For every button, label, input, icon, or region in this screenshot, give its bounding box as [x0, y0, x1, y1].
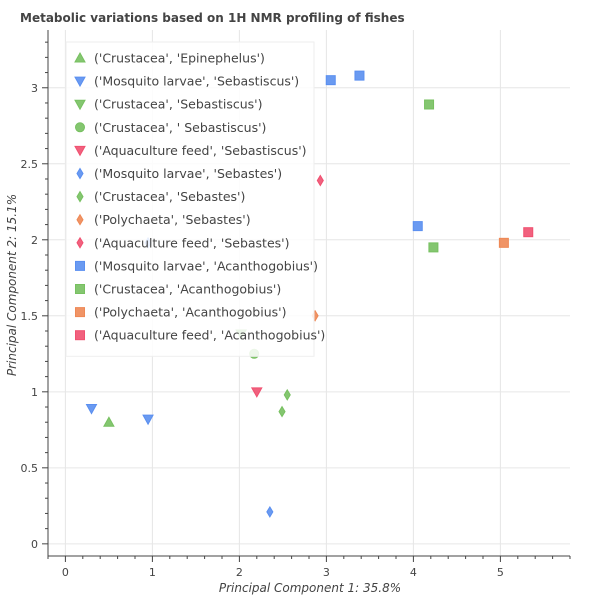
data-point [412, 221, 423, 232]
legend-marker [75, 307, 85, 318]
legend-marker [74, 99, 86, 111]
data-point [354, 70, 365, 81]
data-point [278, 405, 286, 418]
legend-label: ('Mosquito larvae', 'Sebastes') [94, 166, 282, 181]
legend-marker [76, 213, 84, 226]
legend-label: ('Mosquito larvae', 'Sebastiscus') [94, 74, 299, 89]
x-axis-label: Principal Component 1: 35.8% [219, 581, 401, 595]
data-point [428, 242, 439, 253]
legend-marker [75, 330, 85, 341]
legend-label: ('Aquaculture feed', 'Sebastiscus') [94, 143, 307, 158]
y-tick-label: 0 [31, 538, 38, 551]
legend-label: ('Polychaeta', 'Sebastes') [94, 212, 251, 227]
axes: 0 1 2 3 4 5 0 0.5 1 1.5 2 2.5 3 [21, 30, 571, 579]
legend-label: ('Crustacea', 'Epinephelus') [94, 51, 265, 66]
data-point [316, 174, 324, 187]
data-point [523, 227, 534, 238]
legend-label: ('Crustacea', ' Sebastiscus') [94, 120, 266, 135]
x-tick-label: 4 [410, 566, 417, 579]
y-tick-label: 3 [31, 82, 38, 95]
data-point [250, 387, 263, 398]
x-tick-label: 0 [62, 566, 69, 579]
legend-marker [74, 76, 86, 88]
y-axis-label: Principal Component 2: 15.1% [5, 194, 19, 376]
x-tick-label: 5 [497, 566, 504, 579]
data-point [85, 404, 98, 415]
y-tick-label: 1.5 [21, 310, 39, 323]
legend-box [65, 41, 315, 357]
legend-marker [76, 236, 84, 249]
legend-label: ('Crustacea', 'Sebastes') [94, 189, 245, 204]
legend-label: ('Mosquito larvae', 'Acanthogobius') [94, 258, 318, 273]
data-point [283, 388, 291, 401]
y-tick-label: 2 [31, 234, 38, 247]
legend-marker [75, 284, 85, 294]
legend-marker [75, 122, 85, 133]
legend-label: ('Aquaculture feed', 'Acanthogobius') [94, 328, 325, 343]
x-tick-label: 3 [323, 566, 330, 579]
legend-marker [76, 190, 84, 203]
data-point [424, 99, 435, 110]
data-point [103, 416, 115, 427]
legend-label: ('Aquaculture feed', 'Sebastes') [94, 235, 289, 250]
y-tick-label: 2.5 [21, 158, 39, 171]
legend-marker [74, 51, 86, 63]
legend-label: ('Crustacea', 'Acanthogobius') [94, 282, 281, 297]
y-tick-label: 1 [31, 386, 38, 399]
legend-marker [75, 260, 85, 271]
y-tick-label: 0.5 [21, 462, 39, 475]
data-point [142, 414, 154, 426]
x-tick-label: 2 [236, 566, 243, 579]
data-point [325, 75, 336, 86]
legend-label: ('Polychaeta', 'Acanthogobius') [94, 305, 286, 320]
legend: ('Crustacea', 'Epinephelus') ('Mosquito l… [65, 41, 325, 357]
data-point [266, 505, 274, 518]
chart-title: Metabolic variations based on 1H NMR pro… [20, 11, 405, 25]
legend-marker [74, 145, 86, 157]
data-point [498, 237, 509, 248]
x-tick-label: 1 [149, 566, 156, 579]
legend-marker [76, 167, 84, 180]
legend-label: ('Crustacea', 'Sebastiscus') [94, 97, 262, 112]
